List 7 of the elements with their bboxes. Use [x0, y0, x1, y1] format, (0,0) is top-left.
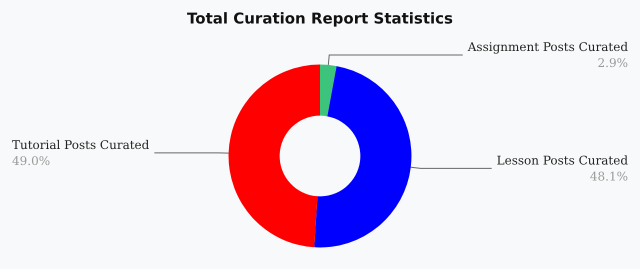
slice-label: Lesson Posts Curated — [496, 153, 628, 168]
data-label: 2.9% — [598, 56, 628, 70]
slice-label: Tutorial Posts Curated — [12, 138, 150, 152]
slice-label: Assignment Posts Curated — [466, 40, 628, 54]
chart-title: Total Curation Report Statistics — [187, 10, 454, 28]
data-label: 49.0% — [12, 154, 50, 168]
data-label: 48.1% — [590, 169, 628, 184]
